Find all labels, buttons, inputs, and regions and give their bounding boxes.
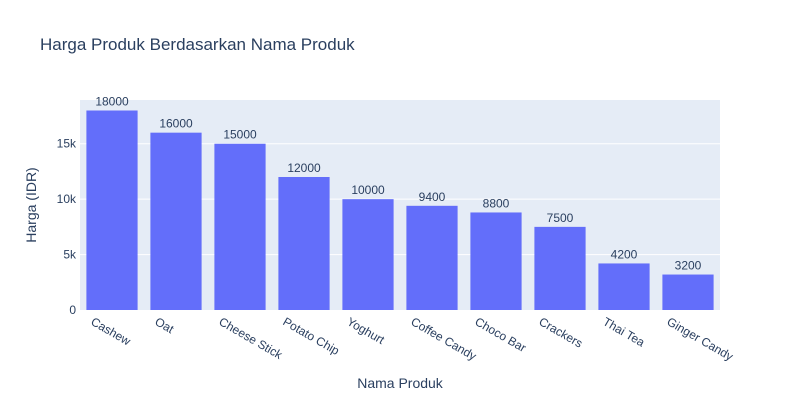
y-axis-ticks: 0 5k 10k 15k [57,137,77,317]
bar [534,226,586,310]
y-axis-title: Harga (IDR) [23,167,39,242]
data-label: 9400 [419,190,446,204]
x-axis-title: Nama Produk [357,375,444,391]
data-label: 15000 [223,128,257,142]
chart-title: Harga Produk Berdasarkan Nama Produk [40,35,355,54]
bar [470,212,522,310]
data-label: 12000 [287,161,321,175]
bar [278,176,330,310]
bars [86,110,714,310]
bar [214,143,266,310]
data-label: 3200 [675,259,702,273]
y-tick-label: 10k [57,192,77,206]
bar [150,132,202,310]
data-label: 18000 [95,94,129,108]
data-labels: 18000 16000 15000 12000 10000 9400 8800 7500 420… [95,94,701,272]
bar [86,110,138,310]
y-tick-label: 0 [69,303,76,317]
y-tick-label: 5k [63,248,77,262]
bar [598,263,650,310]
bar [342,199,394,310]
y-tick-label: 15k [57,137,77,151]
data-label: 4200 [611,247,638,261]
data-label: 16000 [159,117,193,131]
bar [406,205,458,310]
data-label: 10000 [351,183,385,197]
data-label: 8800 [483,196,510,210]
bar [662,274,714,310]
data-label: 7500 [547,211,574,225]
